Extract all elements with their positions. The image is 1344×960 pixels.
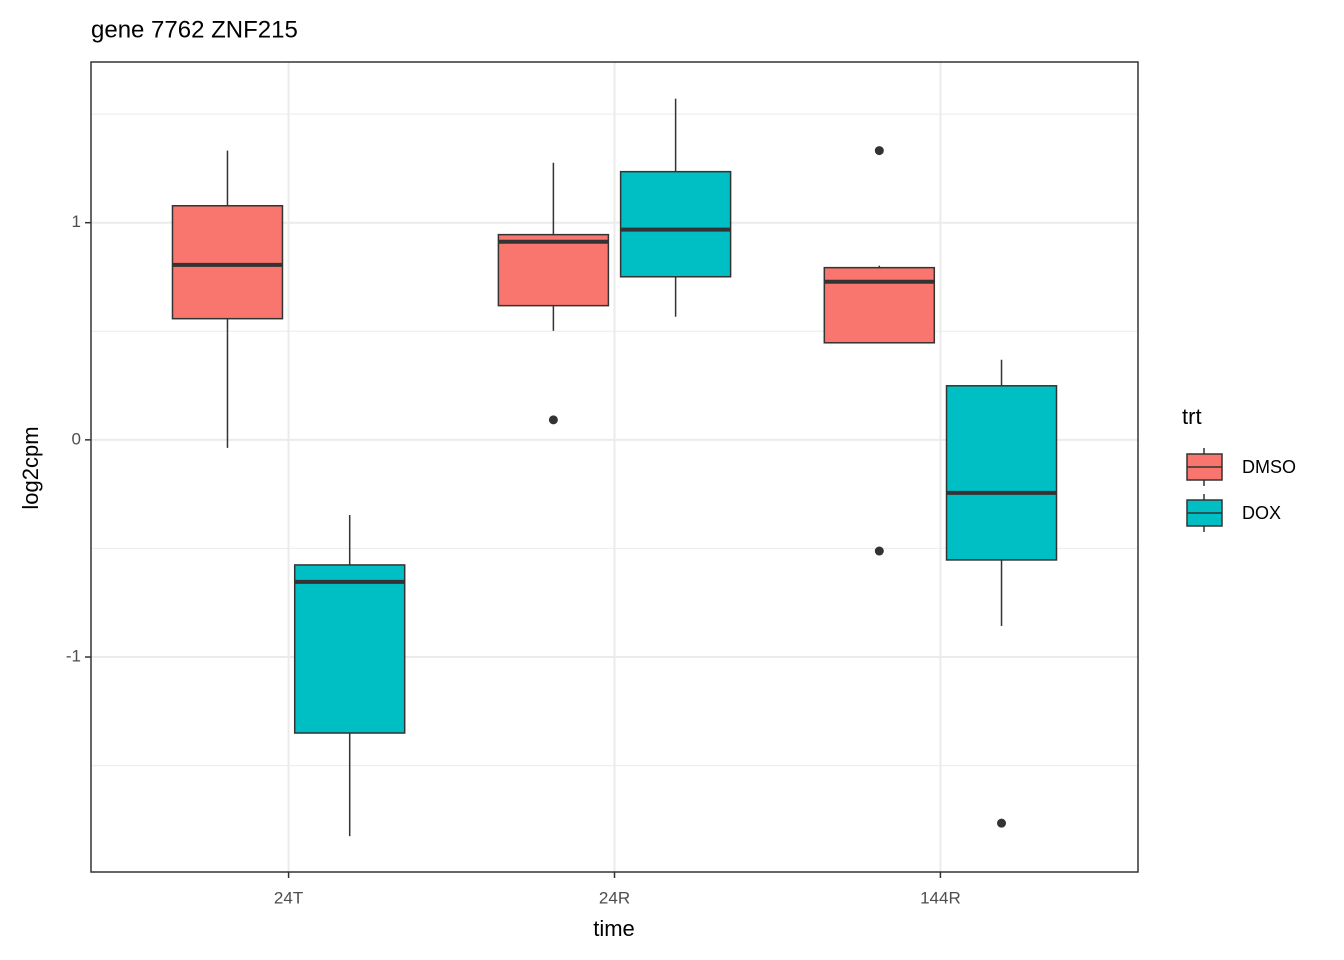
box xyxy=(945,385,1058,561)
outlier xyxy=(874,546,884,556)
y-tick-label: -1 xyxy=(66,646,81,665)
y-tick-label: 0 xyxy=(72,429,81,448)
y-tick-label: 1 xyxy=(72,212,81,231)
chart-title: gene 7762 ZNF215 xyxy=(91,16,298,43)
outlier xyxy=(548,415,558,425)
box xyxy=(823,266,936,344)
box xyxy=(171,205,284,320)
legend-label: DMSO xyxy=(1242,457,1296,477)
legend-label: DOX xyxy=(1242,503,1281,523)
box xyxy=(619,170,732,278)
y-axis-label: log2cpm xyxy=(18,426,43,509)
x-tick-label: 24R xyxy=(599,888,630,907)
box xyxy=(497,233,610,307)
x-tick-label: 24T xyxy=(274,888,303,907)
plot-border xyxy=(90,61,1139,873)
x-axis-label: time xyxy=(593,916,635,941)
outlier xyxy=(997,818,1007,828)
outlier xyxy=(874,146,884,156)
x-tick-label: 144R xyxy=(920,888,961,907)
legend-title: trt xyxy=(1182,404,1202,429)
box xyxy=(293,564,406,734)
